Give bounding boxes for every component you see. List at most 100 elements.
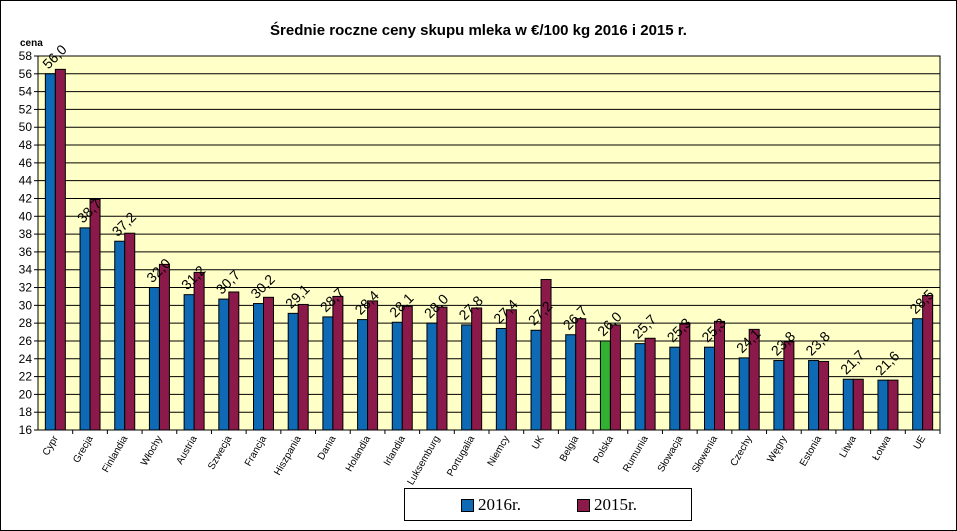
y-tick-label: 54 <box>19 85 33 99</box>
bar-2015-Grecja <box>89 198 101 431</box>
x-tick-label-Polska: Polska <box>591 434 616 466</box>
bar-2016-Łotwa <box>877 379 889 431</box>
bar-2016-Cypr <box>44 73 56 431</box>
bar-2015-Cypr <box>54 68 66 431</box>
bar-2015-Słowacja <box>679 323 691 431</box>
x-tick-label-UK: UK <box>530 434 547 452</box>
bar-2015-UE <box>922 295 934 431</box>
y-tick-label: 42 <box>19 191 33 205</box>
bar-2016-Szwecja <box>218 298 230 431</box>
y-axis-label: cena <box>20 38 43 49</box>
plot-area <box>38 56 940 430</box>
x-tick-label-Belgia: Belgia <box>558 434 582 464</box>
bar-2016-Hiszpania <box>287 312 299 431</box>
x-tick-label-Estonia: Estonia <box>798 434 824 469</box>
bar-2016-Niemcy <box>495 327 507 431</box>
bar-2016-UE <box>912 318 924 431</box>
y-tick-label: 50 <box>19 120 33 134</box>
bar-2015-Czechy <box>748 328 760 431</box>
y-tick-label: 32 <box>19 281 33 295</box>
x-tick-label-Holandia: Holandia <box>344 434 373 474</box>
bar-2016-Irlandia <box>391 321 403 431</box>
x-tick-label-Łotwa: Łotwa <box>871 434 894 463</box>
y-tick-label: 46 <box>19 156 33 170</box>
y-tick-label: 34 <box>19 263 33 277</box>
bar-2016-Polska <box>599 340 611 431</box>
bar-2016-Portugalia <box>461 324 473 431</box>
x-tick-label-Litwa: Litwa <box>838 434 859 460</box>
bar-2016-Słowenia <box>704 346 715 431</box>
bar-2015-Niemcy <box>505 309 517 431</box>
y-tick-label: 16 <box>19 423 33 437</box>
bar-2016-Luksemburg <box>426 322 438 431</box>
y-tick-label: 28 <box>19 316 33 330</box>
bar-2016-Holandia <box>357 319 369 431</box>
y-tick-label: 36 <box>19 245 33 259</box>
bar-2016-Włochy <box>148 287 160 431</box>
bar-2015-Holandia <box>367 300 379 431</box>
x-tick-label-Francja: Francja <box>243 434 269 469</box>
bar-2015-Austria <box>193 271 205 431</box>
x-tick-label-Portugalia: Portugalia <box>445 434 477 479</box>
bar-2015-Rumunia <box>644 337 656 431</box>
x-tick-label-Dania: Dania <box>316 434 339 463</box>
bar-2016-Austria <box>183 294 195 431</box>
bar-2015-Słowenia <box>714 320 725 431</box>
bar-2016-Słowacja <box>669 346 681 431</box>
y-tick-label: 22 <box>19 370 33 384</box>
x-tick-label-Słowacja: Słowacja <box>656 434 686 475</box>
bar-2015-UK <box>540 279 552 431</box>
bar-2016-Grecja <box>79 227 91 431</box>
y-tick-label: 20 <box>19 387 33 401</box>
y-tick-label: 58 <box>19 49 33 63</box>
bar-2015-Finlandia <box>124 232 136 431</box>
y-tick-label: 38 <box>19 227 33 241</box>
bar-2015-Litwa <box>852 378 864 431</box>
x-tick-label-Grecja: Grecja <box>71 434 95 465</box>
bar-2015-Szwecja <box>228 291 240 431</box>
y-tick-label: 40 <box>19 209 33 223</box>
x-tick-label-Słowenia: Słowenia <box>690 434 720 475</box>
bar-2016-Litwa <box>842 378 854 431</box>
y-tick-label: 44 <box>19 174 33 188</box>
x-tick-label-Finlandia: Finlandia <box>101 434 131 475</box>
bar-2015-Hiszpania <box>297 303 309 431</box>
legend-label-2015: 2015r. <box>594 495 637 514</box>
y-tick-label: 18 <box>19 405 33 419</box>
bar-2015-Włochy <box>158 263 170 431</box>
x-tick-label-Irlandia: Irlandia <box>382 434 408 468</box>
x-tick-label-UE: UE <box>912 434 929 452</box>
x-tick-label-Niemcy: Niemcy <box>486 434 512 468</box>
x-tick-label-Węgry: Węgry <box>766 434 790 465</box>
x-tick-label-Czechy: Czechy <box>729 434 755 468</box>
y-tick-label: 30 <box>19 298 33 312</box>
bar-2015-Dania <box>332 295 344 431</box>
y-tick-label: 52 <box>19 102 33 116</box>
bar-2016-Francja <box>253 303 264 431</box>
bar-2015-Belgia <box>575 318 587 431</box>
bar-2016-Czechy <box>738 357 750 431</box>
legend-swatch-2016 <box>461 498 474 512</box>
bar-2016-UK <box>530 329 542 431</box>
legend-swatch-2015 <box>577 498 590 512</box>
bar-2016-Dania <box>322 316 334 431</box>
legend-label-2016: 2016r. <box>478 495 521 514</box>
bar-2016-Estonia <box>808 360 820 431</box>
legend: 2016r. 2015r. <box>404 488 692 521</box>
bar-2015-Łotwa <box>887 379 899 431</box>
x-tick-label-Rumunia: Rumunia <box>621 434 651 475</box>
y-tick-label: 24 <box>19 352 33 366</box>
x-tick-label-Hiszpania: Hiszpania <box>272 434 304 478</box>
bar-2015-Portugalia <box>471 307 483 431</box>
chart-title: Średnie roczne ceny skupu mleka w €/100 … <box>270 22 687 39</box>
bar-2015-Węgry <box>783 341 795 431</box>
legend-item-2016: 2016r. <box>461 495 521 515</box>
legend-item-2015: 2015r. <box>577 495 637 515</box>
bar-2015-Irlandia <box>401 305 413 431</box>
bar-2015-Francja <box>263 296 274 431</box>
x-tick-label-Austria: Austria <box>175 434 200 467</box>
y-tick-label: 26 <box>19 334 33 348</box>
bar-2015-Polska <box>609 324 621 431</box>
x-tick-label-Luksemburg: Luksemburg <box>406 434 443 487</box>
